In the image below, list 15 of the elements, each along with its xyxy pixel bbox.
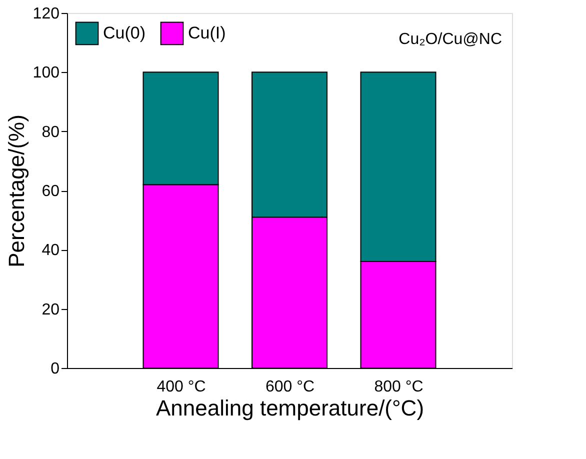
x-axis-title: Annealing temperature/(°C) — [156, 396, 424, 420]
legend-label: Cu(0) — [103, 23, 146, 42]
x-tick-label: 400 °C — [156, 378, 206, 396]
annotation: Cu₂O/Cu@NC — [398, 31, 502, 48]
y-tick-label: 40 — [42, 242, 60, 260]
x-tick-label: 600 °C — [265, 378, 315, 396]
y-tick-label: 100 — [32, 64, 60, 82]
y-tick-label: 0 — [50, 360, 60, 378]
y-tick-label: 60 — [42, 183, 60, 200]
x-tick-label: 800 °C — [374, 378, 424, 396]
legend-label: Cu(I) — [188, 23, 226, 42]
y-tick-label: 20 — [42, 301, 60, 318]
y-tick-label: 80 — [42, 124, 60, 141]
y-axis-title: Percentage/(%) — [4, 114, 29, 268]
y-tick-label: 120 — [32, 6, 60, 22]
